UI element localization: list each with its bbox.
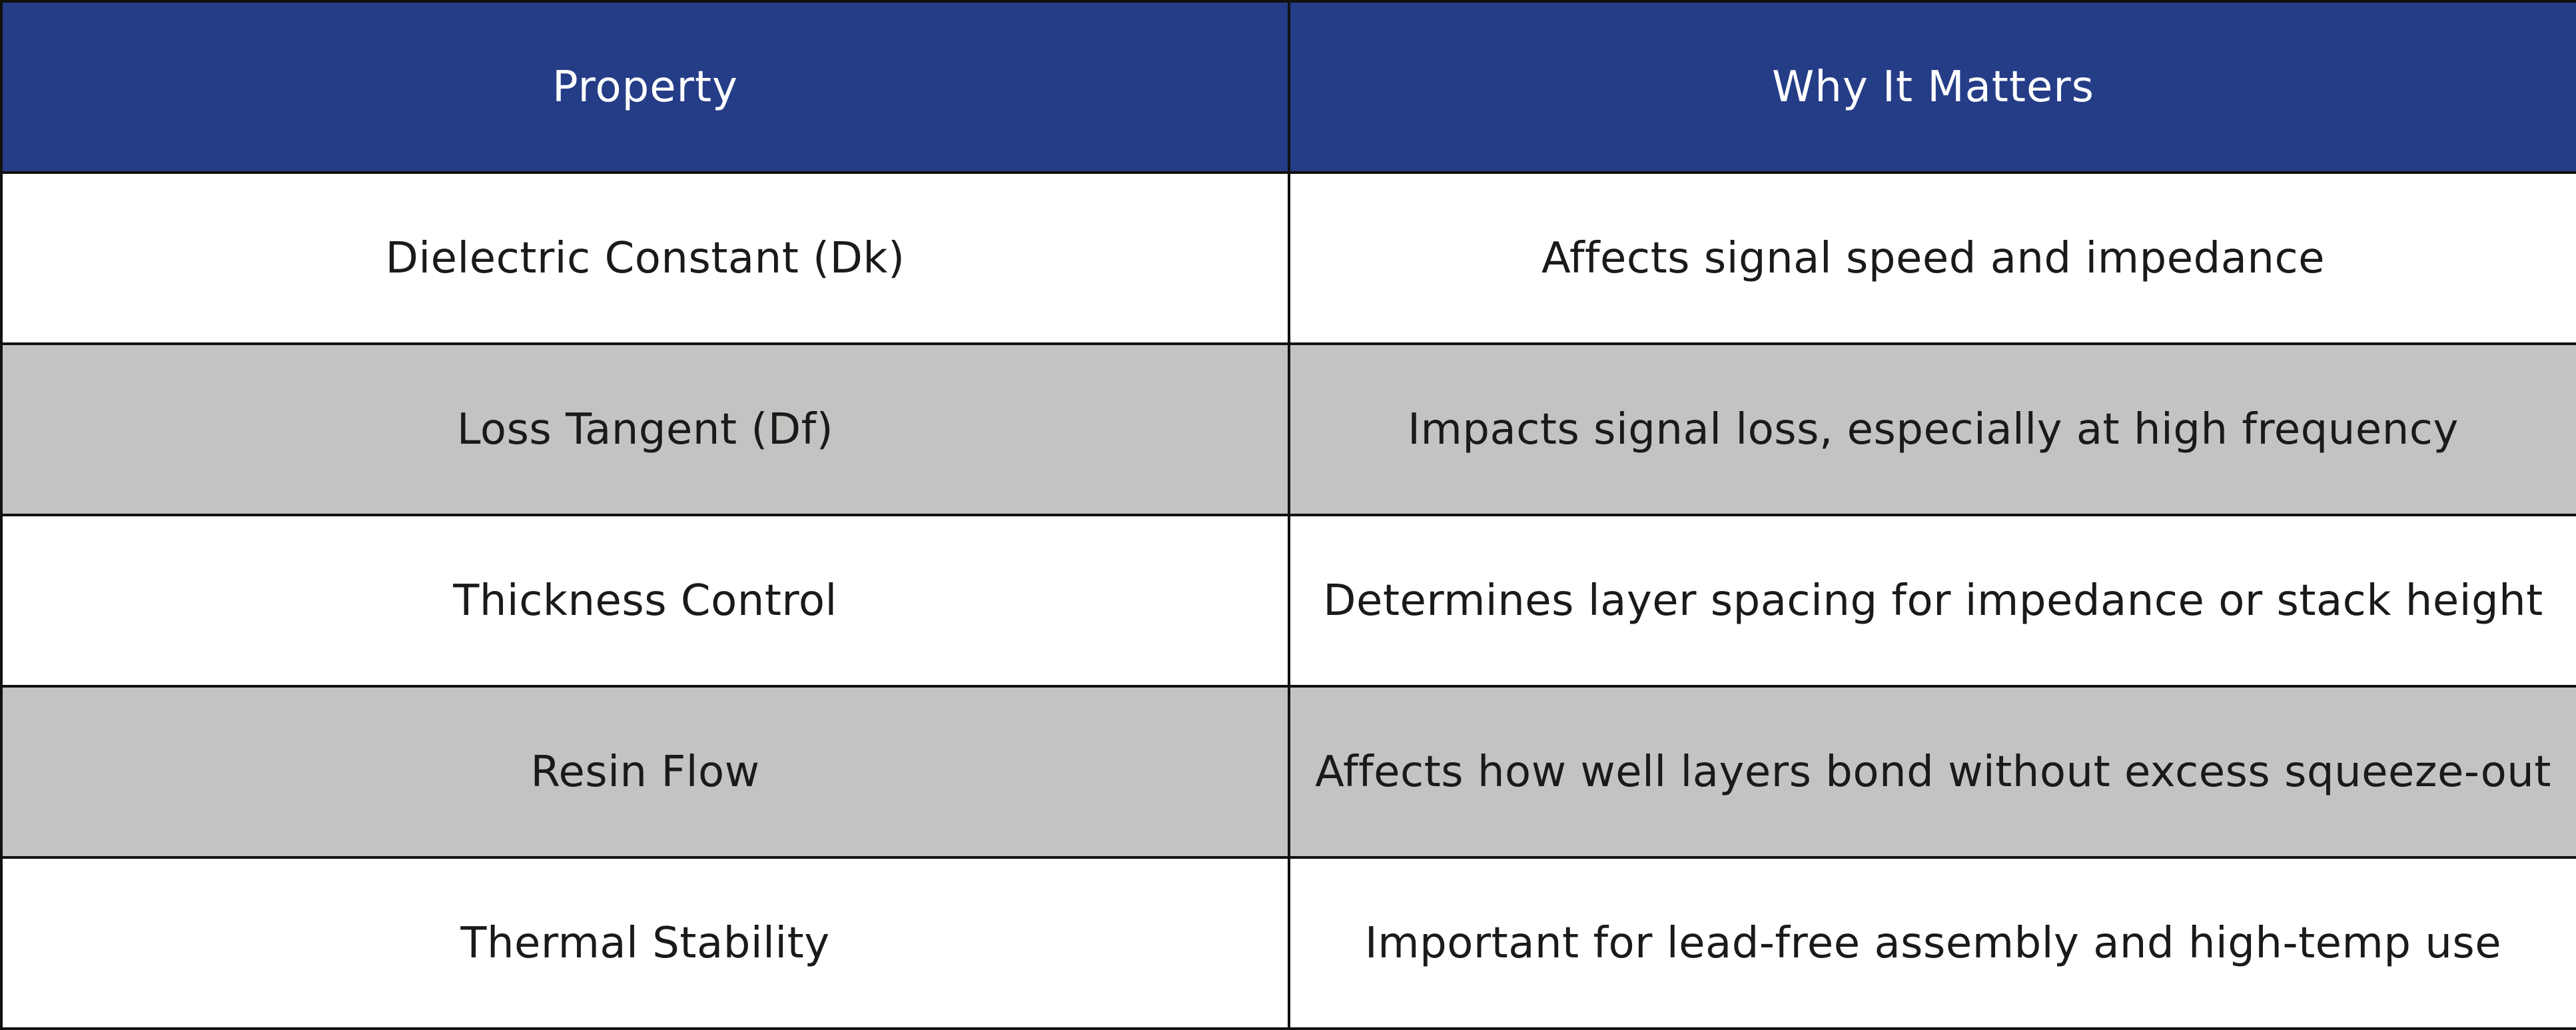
- table-row: Loss Tangent (Df) Impacts signal loss, e…: [0, 342, 2576, 516]
- property-cell: Loss Tangent (Df): [0, 342, 1290, 516]
- why-cell: Impacts signal loss, especially at high …: [1288, 342, 2576, 516]
- column-header-property: Property: [0, 0, 1290, 174]
- property-cell: Thermal Stability: [0, 856, 1290, 1030]
- property-cell: Thickness Control: [0, 514, 1290, 688]
- column-header-why-it-matters: Why It Matters: [1288, 0, 2576, 174]
- table-row: Thermal Stability Important for lead-fre…: [0, 856, 2576, 1030]
- table-body: Dielectric Constant (Dk) Affects signal …: [0, 171, 2576, 1030]
- table-row: Dielectric Constant (Dk) Affects signal …: [0, 171, 2576, 345]
- why-cell: Important for lead-free assembly and hig…: [1288, 856, 2576, 1030]
- table-row: Thickness Control Determines layer spaci…: [0, 514, 2576, 688]
- why-cell: Affects how well layers bond without exc…: [1288, 685, 2576, 859]
- property-cell: Resin Flow: [0, 685, 1290, 859]
- why-cell: Determines layer spacing for impedance o…: [1288, 514, 2576, 688]
- why-cell: Affects signal speed and impedance: [1288, 171, 2576, 345]
- table-header: Property Why It Matters: [0, 0, 2576, 174]
- property-cell: Dielectric Constant (Dk): [0, 171, 1290, 345]
- header-row: Property Why It Matters: [0, 0, 2576, 174]
- table-row: Resin Flow Affects how well layers bond …: [0, 685, 2576, 859]
